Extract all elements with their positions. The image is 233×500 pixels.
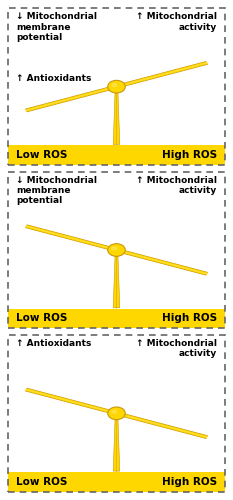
Polygon shape [25, 61, 208, 112]
Text: ↓ Mitochondrial
membrane
potential: ↓ Mitochondrial membrane potential [16, 176, 97, 206]
Polygon shape [113, 415, 120, 471]
Polygon shape [25, 388, 208, 439]
Polygon shape [25, 62, 208, 112]
Bar [8, 145, 225, 165]
Polygon shape [25, 388, 208, 438]
Bar [8, 308, 225, 328]
Circle shape [111, 410, 117, 414]
Text: Low ROS: Low ROS [16, 314, 67, 324]
Bar [8, 472, 225, 492]
Polygon shape [113, 88, 120, 144]
Text: Low ROS: Low ROS [16, 477, 67, 487]
Text: ↓ Mitochondrial
membrane
potential: ↓ Mitochondrial membrane potential [16, 12, 97, 42]
Polygon shape [25, 225, 208, 275]
Text: ↑ Mitochondrial
activity: ↑ Mitochondrial activity [136, 176, 217, 195]
Circle shape [108, 244, 125, 256]
Text: High ROS: High ROS [162, 477, 217, 487]
Text: Low ROS: Low ROS [16, 150, 67, 160]
Text: High ROS: High ROS [162, 150, 217, 160]
Polygon shape [113, 252, 120, 308]
Circle shape [108, 407, 125, 420]
Text: High ROS: High ROS [162, 314, 217, 324]
Circle shape [108, 80, 125, 93]
Text: ↑ Mitochondrial
activity: ↑ Mitochondrial activity [136, 12, 217, 32]
Polygon shape [25, 224, 208, 276]
Circle shape [111, 83, 117, 87]
Text: ↑ Antioxidants: ↑ Antioxidants [16, 339, 91, 348]
Text: ↑ Antioxidants: ↑ Antioxidants [16, 74, 91, 83]
Text: ↑ Mitochondrial
activity: ↑ Mitochondrial activity [136, 339, 217, 358]
Circle shape [111, 246, 117, 250]
